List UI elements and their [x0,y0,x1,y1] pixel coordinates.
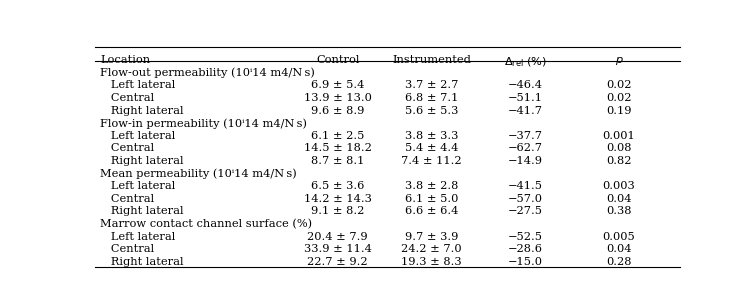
Text: Central: Central [101,93,154,103]
Text: 6.1 ± 2.5: 6.1 ± 2.5 [311,131,364,141]
Text: Right lateral: Right lateral [101,106,184,116]
Text: Left lateral: Left lateral [101,231,175,241]
Text: 0.04: 0.04 [606,244,631,254]
Text: −27.5: −27.5 [507,206,543,216]
Text: 13.9 ± 13.0: 13.9 ± 13.0 [304,93,372,103]
Text: Right lateral: Right lateral [101,257,184,267]
Text: 24.2 ± 7.0: 24.2 ± 7.0 [401,244,462,254]
Text: 0.28: 0.28 [606,257,631,267]
Text: 14.2 ± 14.3: 14.2 ± 14.3 [304,194,372,204]
Text: Right lateral: Right lateral [101,156,184,166]
Text: 5.4 ± 4.4: 5.4 ± 4.4 [404,143,458,153]
Text: 6.9 ± 5.4: 6.9 ± 5.4 [311,81,364,91]
Text: 19.3 ± 8.3: 19.3 ± 8.3 [401,257,462,267]
Text: Left lateral: Left lateral [101,81,175,91]
Text: 14.5 ± 18.2: 14.5 ± 18.2 [304,143,372,153]
Text: 3.8 ± 2.8: 3.8 ± 2.8 [404,181,458,191]
Text: 6.6 ± 6.4: 6.6 ± 6.4 [404,206,458,216]
Text: 0.02: 0.02 [606,93,631,103]
Text: −15.0: −15.0 [507,257,543,267]
Text: −41.7: −41.7 [507,106,543,116]
Text: 0.19: 0.19 [606,106,631,116]
Text: −41.5: −41.5 [507,181,543,191]
Text: Left lateral: Left lateral [101,181,175,191]
Text: Marrow contact channel surface (%): Marrow contact channel surface (%) [101,219,312,229]
Text: 5.6 ± 5.3: 5.6 ± 5.3 [404,106,458,116]
Text: 0.38: 0.38 [606,206,631,216]
Text: 9.6 ± 8.9: 9.6 ± 8.9 [311,106,364,116]
Text: Control: Control [316,55,359,65]
Text: 8.7 ± 8.1: 8.7 ± 8.1 [311,156,364,166]
Text: 33.9 ± 11.4: 33.9 ± 11.4 [304,244,372,254]
Text: 0.82: 0.82 [606,156,631,166]
Text: Central: Central [101,143,154,153]
Text: −28.6: −28.6 [507,244,543,254]
Text: Mean permeability (10ⁱ14 m4/N s): Mean permeability (10ⁱ14 m4/N s) [101,169,297,179]
Text: 9.7 ± 3.9: 9.7 ± 3.9 [404,231,458,241]
Text: −37.7: −37.7 [507,131,543,141]
Text: 0.005: 0.005 [603,231,635,241]
Text: Location: Location [101,55,150,65]
Text: 6.8 ± 7.1: 6.8 ± 7.1 [404,93,458,103]
Text: Central: Central [101,194,154,204]
Text: −52.5: −52.5 [507,231,543,241]
Text: Left lateral: Left lateral [101,131,175,141]
Text: −62.7: −62.7 [507,143,543,153]
Text: $p$: $p$ [615,55,623,67]
Text: Flow-in permeability (10ⁱ14 m4/N s): Flow-in permeability (10ⁱ14 m4/N s) [101,118,308,129]
Text: 7.4 ± 11.2: 7.4 ± 11.2 [401,156,462,166]
Text: 22.7 ± 9.2: 22.7 ± 9.2 [308,257,368,267]
Text: 6.1 ± 5.0: 6.1 ± 5.0 [404,194,458,204]
Text: 0.003: 0.003 [603,181,635,191]
Text: 0.08: 0.08 [606,143,631,153]
Text: Instrumented: Instrumented [392,55,471,65]
Text: 20.4 ± 7.9: 20.4 ± 7.9 [308,231,368,241]
Text: 3.8 ± 3.3: 3.8 ± 3.3 [404,131,458,141]
Text: 0.04: 0.04 [606,194,631,204]
Text: 6.5 ± 3.6: 6.5 ± 3.6 [311,181,364,191]
Text: $\Delta_{\mathrm{rel}}$ (%): $\Delta_{\mathrm{rel}}$ (%) [503,55,547,68]
Text: 3.7 ± 2.7: 3.7 ± 2.7 [404,81,458,91]
Text: −46.4: −46.4 [507,81,543,91]
Text: Central: Central [101,244,154,254]
Text: −57.0: −57.0 [507,194,543,204]
Text: Flow-out permeability (10ⁱ14 m4/N s): Flow-out permeability (10ⁱ14 m4/N s) [101,68,315,78]
Text: −14.9: −14.9 [507,156,543,166]
Text: Right lateral: Right lateral [101,206,184,216]
Text: −51.1: −51.1 [507,93,543,103]
Text: 0.02: 0.02 [606,81,631,91]
Text: 9.1 ± 8.2: 9.1 ± 8.2 [311,206,364,216]
Text: 0.001: 0.001 [603,131,635,141]
